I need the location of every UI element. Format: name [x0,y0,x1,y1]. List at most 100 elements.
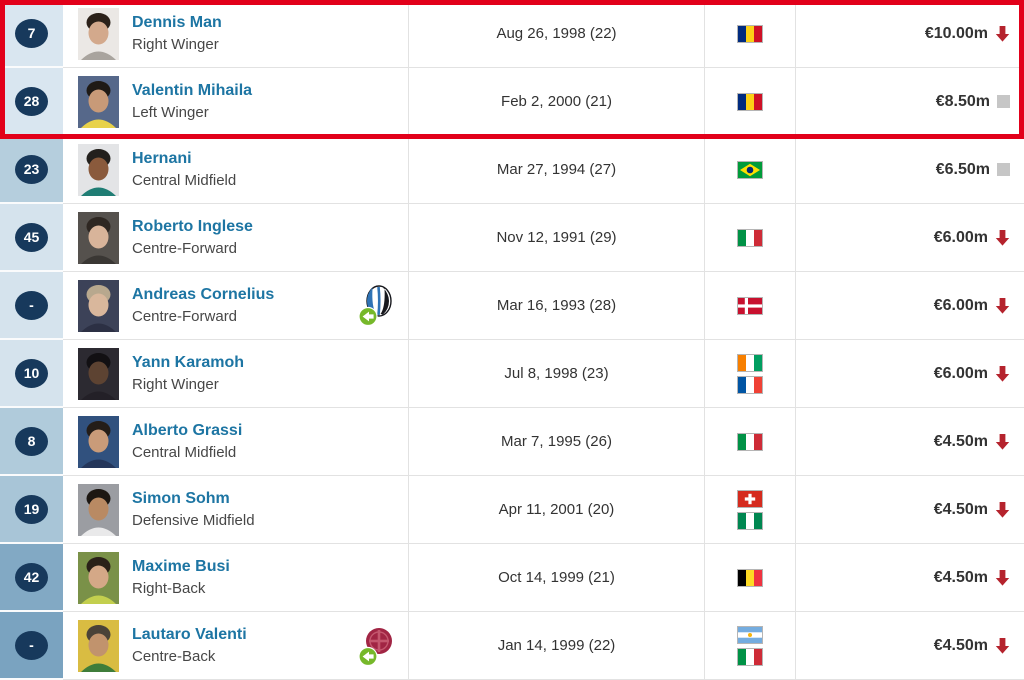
player-name-link[interactable]: Andreas Cornelius [132,286,275,303]
table-row: - Lautaro Valenti Centre-Back Jan 14, 19… [0,612,1024,680]
market-value-cell: €10.00m [795,0,1024,67]
flag-image [738,354,762,371]
player-photo[interactable] [78,619,119,672]
nationality-cell [704,0,795,67]
player-photo-image [78,483,119,536]
player-name-link[interactable]: Yann Karamoh [132,354,245,371]
flag-image [738,161,762,178]
market-value[interactable]: €6.00m [933,364,988,382]
player-name-link[interactable]: Simon Sohm [132,490,230,507]
birth-date-age: Mar 16, 1993 (28) [408,272,704,339]
player-photo[interactable] [78,279,119,332]
player-name-link[interactable]: Valentin Mihaila [132,82,253,99]
player-photo[interactable] [78,415,119,468]
flag-brazil [737,160,763,179]
nationality-cell [704,340,795,407]
player-photo-image [78,415,119,468]
loan-club-icon[interactable] [358,625,392,667]
market-value[interactable]: €4.50m [933,432,988,450]
nationality-cell [704,544,795,611]
market-value[interactable]: €6.50m [935,160,990,178]
flag-switzerland [737,489,763,508]
player-position: Centre-Forward [132,240,238,257]
market-value[interactable]: €4.50m [933,568,988,586]
player-cell: Roberto Inglese Centre-Forward [63,204,408,271]
shirt-number-cell: 10 [0,340,63,408]
player-cell: Yann Karamoh Right Winger [63,340,408,407]
player-position: Left Winger [132,104,209,121]
player-name-link[interactable]: Lautaro Valenti [132,626,247,643]
birth-date-age: Mar 27, 1994 (27) [408,136,704,203]
player-position: Centre-Back [132,648,216,665]
player-photo-image [78,551,119,604]
value-trend-slot [995,229,1010,246]
shirt-number-cell: 28 [0,68,63,136]
player-photo[interactable] [78,483,119,536]
player-name-link[interactable]: Maxime Busi [132,558,230,575]
market-value[interactable]: €6.00m [933,296,988,314]
player-photo[interactable] [78,75,119,128]
player-photo-image [78,75,119,128]
loan-club-icon-slot [358,557,392,599]
player-info: Dennis Man Right Winger [132,13,222,54]
player-photo[interactable] [78,7,119,60]
arrow-down-icon [995,569,1010,586]
shirt-number-badge: 42 [15,562,48,592]
flag-image [738,93,762,110]
shirt-number-badge: 45 [15,222,48,252]
market-value[interactable]: €4.50m [933,636,988,654]
flag-image [738,648,762,665]
player-photo-image [78,279,119,332]
market-value[interactable]: €4.50m [933,500,988,518]
table-row: 8 Alberto Grassi Central Midfield Mar 7,… [0,408,1024,476]
market-value-cell: €6.00m [795,340,1024,407]
shirt-number-cell: 45 [0,204,63,272]
table-row: 42 Maxime Busi Right-Back Oct 14, 1999 (… [0,544,1024,612]
table-row: 10 Yann Karamoh Right Winger Jul 8, 1998… [0,340,1024,408]
arrow-down-icon [995,25,1010,42]
market-value[interactable]: €10.00m [924,24,988,42]
arrow-down-icon [995,501,1010,518]
shirt-number-badge: 10 [15,358,48,388]
player-photo[interactable] [78,551,119,604]
nationality-cell [704,612,795,679]
player-photo[interactable] [78,143,119,196]
flag-denmark [737,296,763,315]
table-row: - Andreas Cornelius Centre-Forward Mar 1… [0,272,1024,340]
shirt-number-badge: - [15,630,48,660]
flag-nigeria [737,511,763,530]
player-name-link[interactable]: Alberto Grassi [132,422,243,439]
loan-club-icon-slot [358,625,392,667]
player-cell: Alberto Grassi Central Midfield [63,408,408,475]
market-value[interactable]: €8.50m [935,92,990,110]
market-value[interactable]: €6.00m [933,228,988,246]
value-trend-slot [997,95,1010,108]
shirt-number-cell: 19 [0,476,63,544]
player-name-link[interactable]: Dennis Man [132,14,222,31]
player-position: Central Midfield [132,444,237,461]
birth-date-age: Apr 11, 2001 (20) [408,476,704,543]
birth-date-age: Feb 2, 2000 (21) [408,68,704,135]
flag-ivory-coast [737,353,763,372]
flag-image [738,229,762,246]
player-info: Maxime Busi Right-Back [132,557,230,598]
nationality-cell [704,476,795,543]
player-photo-image [78,619,119,672]
flag-belgium [737,568,763,587]
player-photo[interactable] [78,211,119,264]
player-photo[interactable] [78,347,119,400]
shirt-number-cell: 8 [0,408,63,476]
nationality-cell [704,408,795,475]
flag-image [738,25,762,42]
arrow-down-icon [995,229,1010,246]
player-name-link[interactable]: Roberto Inglese [132,218,253,235]
market-value-cell: €6.00m [795,272,1024,339]
birth-date-age: Oct 14, 1999 (21) [408,544,704,611]
player-name-link[interactable]: Hernani [132,150,192,167]
flag-image [738,297,762,314]
loan-club-icon[interactable] [358,284,392,327]
nationality-cell [704,204,795,271]
market-value-cell: €4.50m [795,476,1024,543]
loan-club-icon-slot [358,489,392,531]
shirt-number-badge: 23 [15,154,48,184]
